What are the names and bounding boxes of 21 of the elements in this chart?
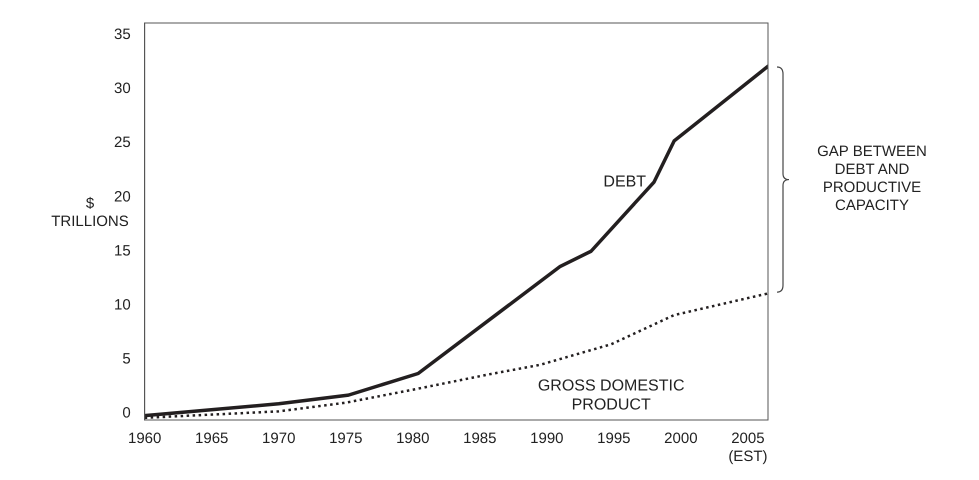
x-tick-label: 1975 [329,430,362,448]
x-tick-label: 1990 [530,430,564,448]
x-tick-label: 1995 [597,430,631,448]
y-tick-label: 30 [114,80,131,98]
x-tick-label: 2000 [664,430,698,448]
y-tick-label: 10 [114,296,131,314]
y-tick-label: 20 [114,188,131,206]
y-tick-label: 15 [114,242,131,260]
y-tick-label: 25 [114,134,131,152]
x-tick-label: 1970 [262,430,296,448]
x-tick-label: 2005 (EST) [728,430,768,466]
series-label: GROSS DOMESTIC PRODUCT [538,378,685,414]
x-tick-label: 1980 [396,430,430,448]
x-tick-label: 1965 [195,430,228,448]
text: GAP BETWEEN DEBT AND PRODUCTIVE CAPACITY [816,142,928,215]
x-tick-label: 1985 [463,430,496,448]
y-tick-label: 35 [114,26,131,44]
y-tick-label: 0 [122,404,131,422]
y-tick-label: 5 [122,350,131,368]
x-tick-label: 1960 [128,430,162,448]
series-label: DEBT [603,173,646,190]
